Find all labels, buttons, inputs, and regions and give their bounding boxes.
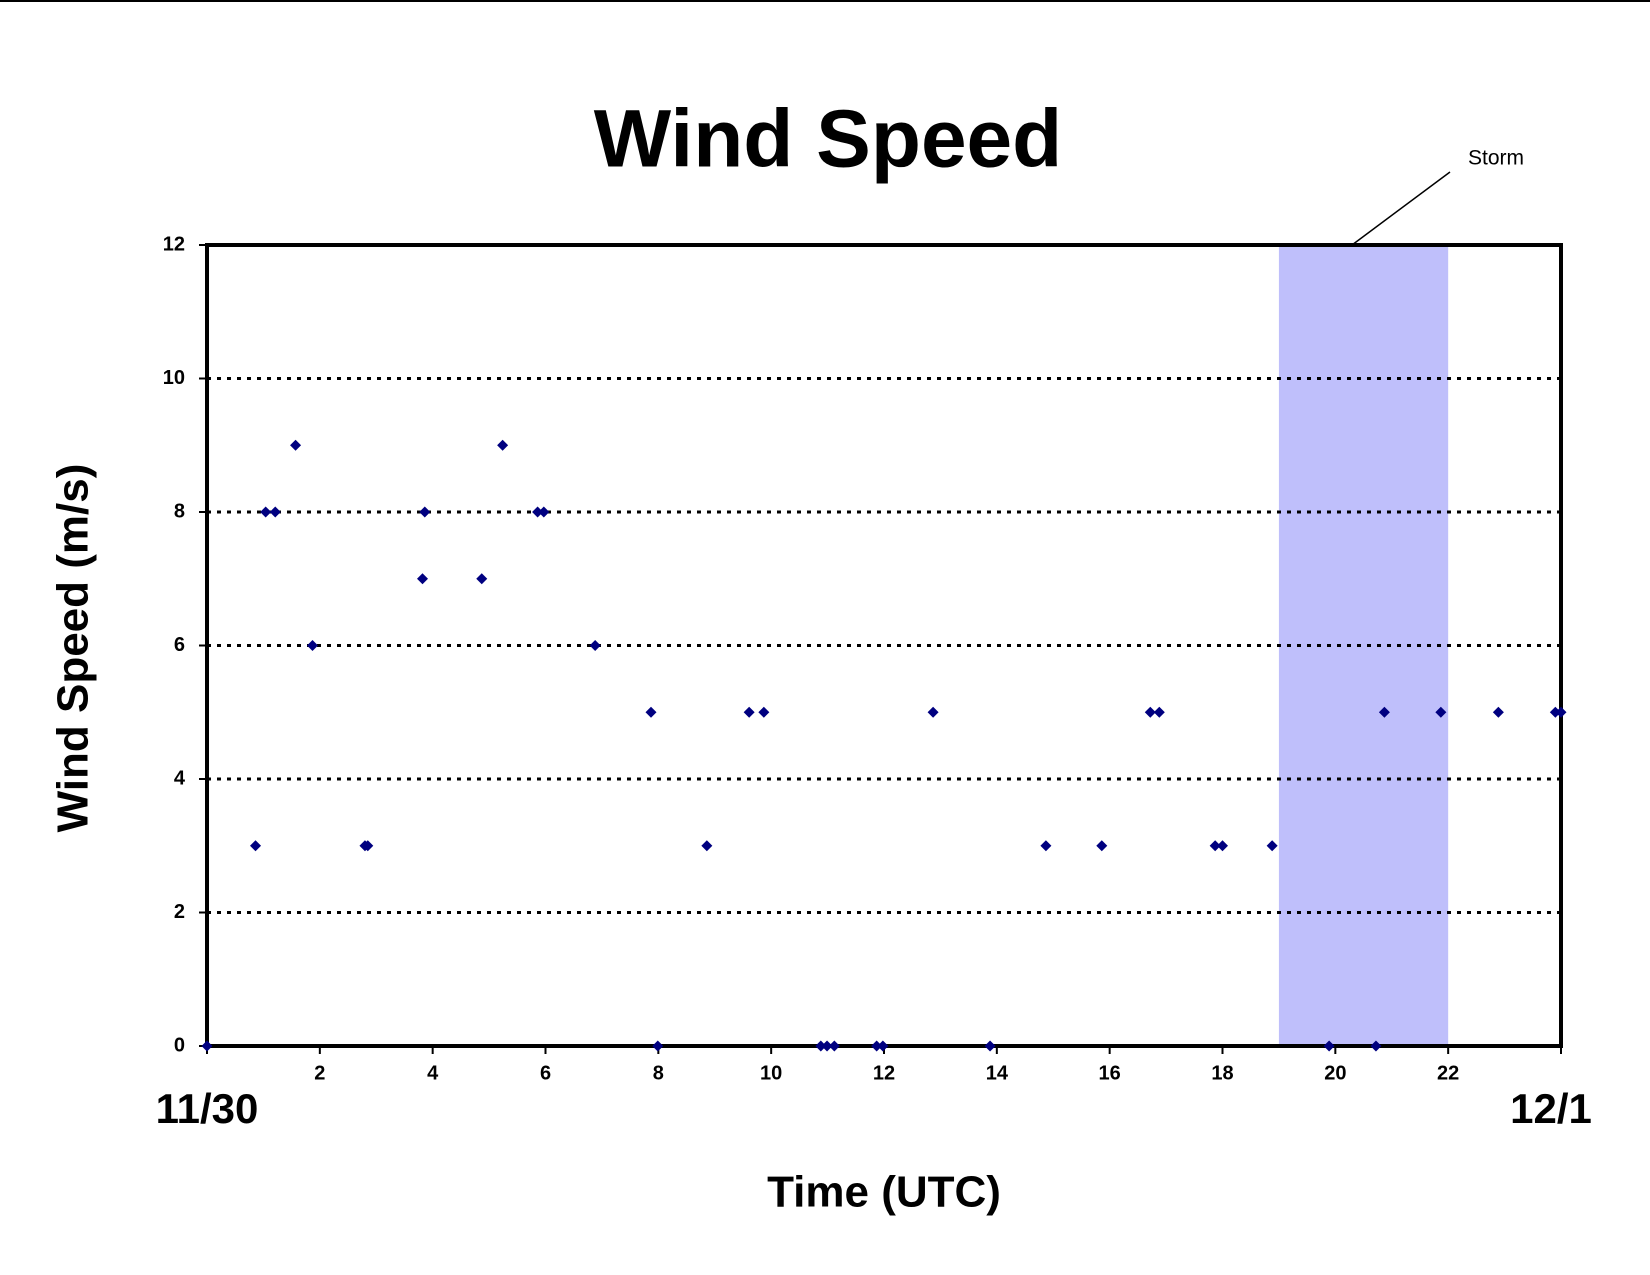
data-point [1555,706,1567,718]
x-tick-label: 14 [986,1062,1009,1084]
x-tick-label: 22 [1437,1062,1459,1084]
x-tick-label: 20 [1324,1062,1346,1084]
data-point [362,840,374,852]
data-point [306,640,318,651]
x-axis-label: Time (UTC) [767,1168,1001,1217]
data-point [1370,1040,1382,1052]
data-point [1323,1040,1335,1052]
data-point [1492,706,1504,718]
data-point [417,573,429,585]
y-tick-label: 8 [174,500,185,522]
x-tick-label: 2 [314,1062,325,1084]
data-point [1144,706,1156,718]
date-label: 12/1 [1510,1085,1592,1132]
data-point [871,1040,883,1052]
y-tick-label: 2 [174,901,185,923]
data-point [419,506,431,518]
data-point [269,506,281,518]
data-point [1378,706,1390,718]
x-tick-label: 6 [540,1062,551,1084]
data-point [589,640,601,651]
storm-leader [1351,171,1451,246]
data-point [652,1040,664,1052]
data-point [645,706,657,718]
data-point [701,840,713,852]
data-point [538,506,550,518]
data-point [250,840,262,852]
data-point [828,1040,840,1052]
y-tick-label: 0 [174,1034,185,1056]
y-tick-label: 6 [174,634,185,656]
y-axis-label: Wind Speed (m/s) [49,464,98,833]
data-point [1549,706,1561,718]
y-tick-label: 4 [174,767,186,789]
x-tick-label: 8 [653,1062,664,1084]
data-point [1209,840,1221,852]
date-label: 11/30 [156,1085,259,1132]
data-point [1040,840,1052,852]
data-point [815,1040,827,1052]
data-point [1153,706,1165,718]
data-point [1217,840,1228,852]
data-point [201,1040,213,1052]
data-point [821,1040,833,1052]
data-point [758,706,770,718]
x-tick-label: 12 [873,1062,895,1084]
data-point [290,439,302,451]
storm-band [1278,245,1449,1046]
data-point [743,706,755,718]
x-tick-label: 16 [1099,1062,1121,1084]
chart-title: Wind Speed [594,94,1063,185]
data-point [260,506,272,518]
data-point [927,706,939,718]
data-point [476,573,488,585]
x-tick-label: 18 [1211,1062,1233,1084]
data-point [1266,840,1278,852]
data-point [984,1040,996,1052]
data-point [1435,706,1447,718]
data-point [532,506,544,518]
y-tick-label: 12 [163,233,185,255]
data-point [877,1040,889,1052]
data-point [1096,840,1108,852]
y-tick-label: 10 [163,367,185,389]
x-tick-label: 10 [760,1062,782,1084]
x-tick-label: 4 [427,1062,439,1084]
storm-label: Storm [1468,147,1524,170]
data-point [497,439,509,451]
